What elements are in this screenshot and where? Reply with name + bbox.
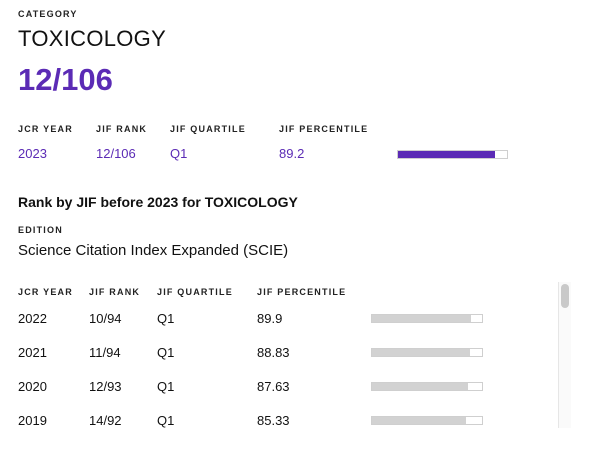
row-percentile-bar-fill	[372, 383, 469, 390]
col-header-jif-rank: JIF RANK	[89, 287, 141, 297]
col-header-jif-percentile: JIF PERCENTILE	[257, 287, 347, 297]
row-quartile: Q1	[157, 311, 175, 326]
col-header-jif-rank: JIF RANK	[96, 124, 148, 134]
current-rank: 12/106	[96, 146, 136, 161]
row-quartile: Q1	[157, 345, 175, 360]
edition-name: Science Citation Index Expanded (SCIE)	[18, 242, 289, 259]
col-header-jcr-year: JCR YEAR	[18, 287, 73, 297]
col-header-jif-quartile: JIF QUARTILE	[170, 124, 246, 134]
row-year: 2020	[18, 379, 47, 394]
row-percentile: 85.33	[257, 413, 290, 428]
row-year: 2021	[18, 345, 47, 360]
row-quartile: Q1	[157, 413, 175, 428]
current-percentile: 89.2	[279, 146, 305, 161]
scroll-clip	[0, 428, 603, 455]
col-header-jif-quartile: JIF QUARTILE	[157, 287, 233, 297]
col-header-jif-percentile: JIF PERCENTILE	[279, 124, 369, 134]
row-percentile-bar	[371, 314, 483, 323]
row-percentile: 87.63	[257, 379, 290, 394]
row-rank: 12/93	[89, 379, 122, 394]
row-year: 2019	[18, 413, 47, 428]
col-header-jcr-year: JCR YEAR	[18, 124, 73, 134]
row-year: 2022	[18, 311, 47, 326]
row-percentile: 89.9	[257, 311, 283, 326]
category-label: CATEGORY	[18, 9, 78, 19]
category-name: TOXICOLOGY	[18, 26, 167, 51]
row-percentile-bar	[371, 382, 483, 391]
row-percentile-bar-fill	[372, 417, 466, 424]
current-percentile-bar-fill	[398, 151, 496, 158]
current-year: 2023	[18, 146, 47, 161]
category-rank: 12/106	[18, 62, 113, 97]
row-percentile-bar	[371, 416, 483, 425]
history-title: Rank by JIF before 2023 for TOXICOLOGY	[18, 194, 298, 210]
current-percentile-bar	[397, 150, 508, 159]
table-scrollbar[interactable]	[558, 282, 571, 428]
row-rank: 11/94	[89, 345, 121, 360]
current-quartile: Q1	[170, 146, 188, 161]
row-percentile-bar-fill	[372, 349, 470, 356]
row-quartile: Q1	[157, 379, 175, 394]
row-percentile: 88.83	[257, 345, 290, 360]
scrollbar-thumb[interactable]	[561, 284, 569, 308]
row-percentile-bar-fill	[372, 315, 471, 322]
row-percentile-bar	[371, 348, 483, 357]
row-rank: 10/94	[89, 311, 122, 326]
row-rank: 14/92	[89, 413, 122, 428]
edition-label: EDITION	[18, 225, 63, 235]
